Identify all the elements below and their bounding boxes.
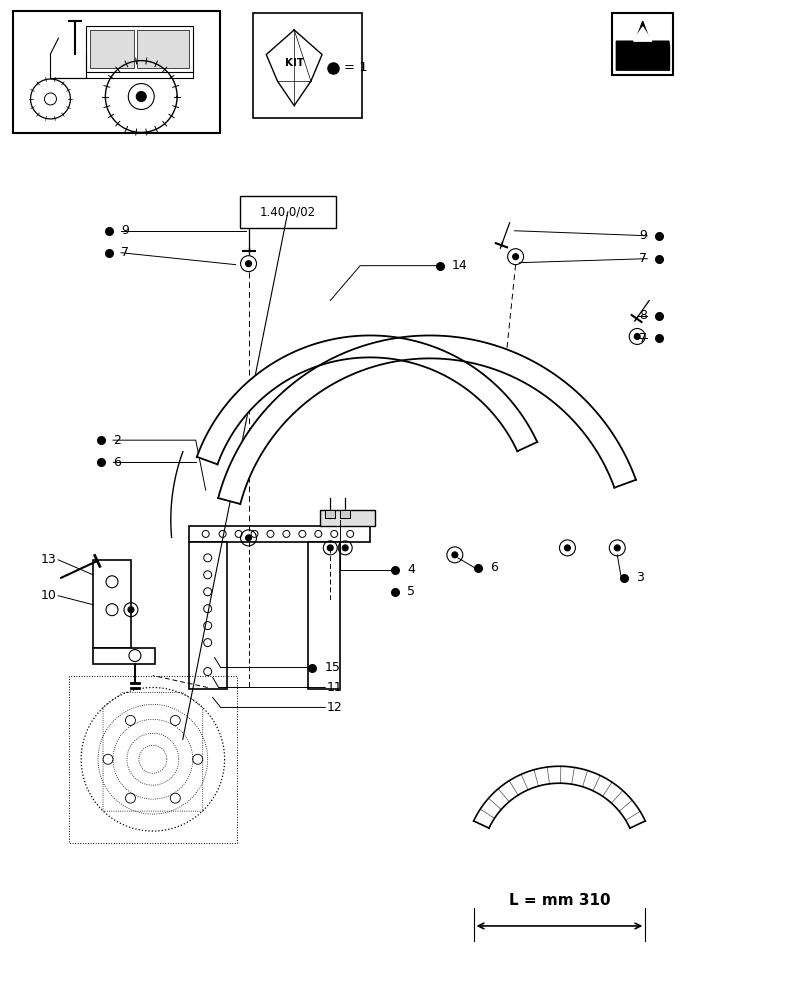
- Circle shape: [341, 545, 348, 551]
- Text: 13: 13: [41, 553, 56, 566]
- Polygon shape: [473, 766, 645, 828]
- Text: L = mm 310: L = mm 310: [508, 893, 610, 908]
- Polygon shape: [325, 510, 335, 518]
- Polygon shape: [340, 510, 350, 518]
- Text: 7: 7: [121, 246, 129, 259]
- Text: 10: 10: [41, 589, 56, 602]
- Polygon shape: [218, 335, 635, 504]
- Text: 4: 4: [406, 563, 414, 576]
- Text: 7: 7: [638, 332, 646, 345]
- Bar: [252, 13, 362, 118]
- Circle shape: [633, 333, 639, 339]
- Polygon shape: [196, 335, 537, 464]
- Bar: [13, 11, 219, 133]
- Polygon shape: [633, 27, 651, 41]
- Text: KIT: KIT: [285, 58, 303, 68]
- Bar: [93, 648, 155, 664]
- Text: 11: 11: [326, 681, 341, 694]
- Bar: [308, 542, 340, 689]
- Text: 15: 15: [324, 661, 340, 674]
- Bar: [137, 30, 188, 68]
- Bar: [188, 526, 370, 542]
- Text: 1.40.0/02: 1.40.0/02: [260, 205, 315, 218]
- Text: 12: 12: [326, 701, 341, 714]
- Circle shape: [614, 545, 620, 551]
- Circle shape: [512, 254, 518, 260]
- Circle shape: [245, 261, 251, 267]
- Text: 14: 14: [451, 259, 467, 272]
- Circle shape: [136, 92, 146, 102]
- Text: 8: 8: [638, 309, 646, 322]
- Bar: [611, 13, 672, 75]
- Text: 2: 2: [113, 434, 121, 447]
- Text: 6: 6: [113, 456, 121, 469]
- Bar: [320, 510, 375, 526]
- Text: = 1: = 1: [343, 61, 367, 74]
- Text: 3: 3: [636, 571, 643, 584]
- Polygon shape: [642, 44, 668, 70]
- Circle shape: [451, 552, 457, 558]
- Text: 9: 9: [638, 229, 646, 242]
- Circle shape: [564, 545, 570, 551]
- Text: 7: 7: [638, 252, 646, 265]
- Polygon shape: [616, 21, 668, 70]
- Text: 9: 9: [121, 224, 129, 237]
- Circle shape: [327, 545, 333, 551]
- Text: 5: 5: [406, 585, 414, 598]
- Bar: [188, 542, 226, 689]
- Text: 6: 6: [489, 561, 497, 574]
- Bar: [89, 30, 134, 68]
- Bar: [240, 196, 335, 228]
- Bar: [85, 26, 192, 72]
- Circle shape: [128, 607, 134, 613]
- Circle shape: [245, 535, 251, 541]
- Bar: [93, 560, 131, 648]
